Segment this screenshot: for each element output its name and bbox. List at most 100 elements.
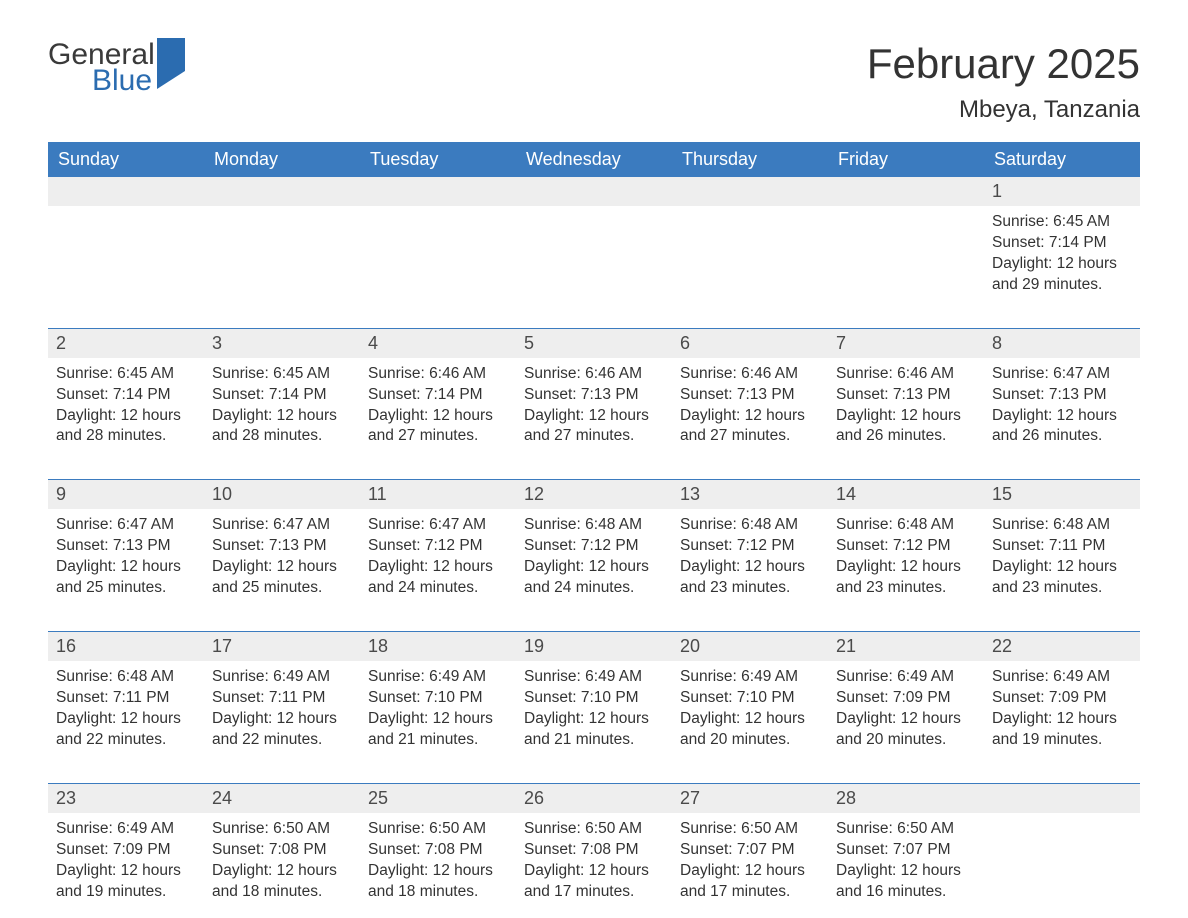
day-cell (204, 206, 360, 306)
day-cell: Sunrise: 6:49 AMSunset: 7:09 PMDaylight:… (828, 661, 984, 761)
daylight-text: Daylight: 12 hours and 25 minutes. (212, 557, 352, 599)
sunset-text: Sunset: 7:11 PM (212, 688, 352, 709)
sunset-text: Sunset: 7:07 PM (836, 840, 976, 861)
daylight-text: Daylight: 12 hours and 19 minutes. (56, 861, 196, 903)
sunrise-text: Sunrise: 6:50 AM (524, 819, 664, 840)
daylight-text: Daylight: 12 hours and 23 minutes. (836, 557, 976, 599)
day-number: 10 (204, 480, 360, 509)
sunrise-text: Sunrise: 6:48 AM (524, 515, 664, 536)
day-cell: Sunrise: 6:48 AMSunset: 7:11 PMDaylight:… (984, 509, 1140, 609)
day-cell: Sunrise: 6:50 AMSunset: 7:07 PMDaylight:… (828, 813, 984, 913)
daylight-text: Daylight: 12 hours and 16 minutes. (836, 861, 976, 903)
sunset-text: Sunset: 7:08 PM (368, 840, 508, 861)
location-label: Mbeya, Tanzania (867, 96, 1140, 124)
day-number: 18 (360, 632, 516, 661)
day-number: 2 (48, 329, 204, 358)
daylight-text: Daylight: 12 hours and 24 minutes. (368, 557, 508, 599)
day-cell: Sunrise: 6:49 AMSunset: 7:10 PMDaylight:… (672, 661, 828, 761)
day-number: 26 (516, 784, 672, 813)
day-cell: Sunrise: 6:50 AMSunset: 7:08 PMDaylight:… (204, 813, 360, 913)
sunrise-text: Sunrise: 6:46 AM (368, 364, 508, 385)
sunrise-text: Sunrise: 6:48 AM (680, 515, 820, 536)
day-cell: Sunrise: 6:47 AMSunset: 7:13 PMDaylight:… (48, 509, 204, 609)
day-cell: Sunrise: 6:48 AMSunset: 7:12 PMDaylight:… (516, 509, 672, 609)
day-cell: Sunrise: 6:45 AMSunset: 7:14 PMDaylight:… (204, 358, 360, 458)
sunrise-text: Sunrise: 6:45 AM (212, 364, 352, 385)
day-number: 3 (204, 329, 360, 358)
daylight-text: Daylight: 12 hours and 26 minutes. (992, 406, 1132, 448)
daylight-text: Daylight: 12 hours and 18 minutes. (368, 861, 508, 903)
day-number: 7 (828, 329, 984, 358)
day-cell: Sunrise: 6:48 AMSunset: 7:11 PMDaylight:… (48, 661, 204, 761)
sunset-text: Sunset: 7:14 PM (56, 385, 196, 406)
sunrise-text: Sunrise: 6:50 AM (212, 819, 352, 840)
daylight-text: Daylight: 12 hours and 28 minutes. (56, 406, 196, 448)
sunrise-text: Sunrise: 6:46 AM (680, 364, 820, 385)
day-cell: Sunrise: 6:47 AMSunset: 7:13 PMDaylight:… (984, 358, 1140, 458)
sunset-text: Sunset: 7:10 PM (524, 688, 664, 709)
day-cell (984, 813, 1140, 913)
day-number: 12 (516, 480, 672, 509)
day-cell: Sunrise: 6:47 AMSunset: 7:13 PMDaylight:… (204, 509, 360, 609)
day-number: 27 (672, 784, 828, 813)
daylight-text: Daylight: 12 hours and 25 minutes. (56, 557, 196, 599)
day-cell (672, 206, 828, 306)
weekday-header: Wednesday (516, 142, 672, 177)
day-number (516, 177, 672, 206)
sunset-text: Sunset: 7:11 PM (992, 536, 1132, 557)
day-cell: Sunrise: 6:48 AMSunset: 7:12 PMDaylight:… (828, 509, 984, 609)
sunset-text: Sunset: 7:12 PM (368, 536, 508, 557)
day-number: 8 (984, 329, 1140, 358)
sunrise-text: Sunrise: 6:49 AM (524, 667, 664, 688)
sunrise-text: Sunrise: 6:50 AM (368, 819, 508, 840)
day-number (672, 177, 828, 206)
day-cell: Sunrise: 6:45 AMSunset: 7:14 PMDaylight:… (984, 206, 1140, 306)
sunset-text: Sunset: 7:09 PM (56, 840, 196, 861)
day-number: 5 (516, 329, 672, 358)
daynum-strip: 16171819202122 (48, 632, 1140, 661)
day-cell: Sunrise: 6:49 AMSunset: 7:09 PMDaylight:… (984, 661, 1140, 761)
sunset-text: Sunset: 7:09 PM (836, 688, 976, 709)
weekday-header: Sunday (48, 142, 204, 177)
sunset-text: Sunset: 7:13 PM (680, 385, 820, 406)
daynum-strip: 9101112131415 (48, 480, 1140, 509)
day-cell: Sunrise: 6:49 AMSunset: 7:10 PMDaylight:… (516, 661, 672, 761)
day-number (984, 784, 1140, 813)
calendar-grid: Sunday Monday Tuesday Wednesday Thursday… (48, 142, 1140, 912)
day-number: 13 (672, 480, 828, 509)
daylight-text: Daylight: 12 hours and 24 minutes. (524, 557, 664, 599)
day-number (360, 177, 516, 206)
daylight-text: Daylight: 12 hours and 27 minutes. (368, 406, 508, 448)
sunset-text: Sunset: 7:14 PM (368, 385, 508, 406)
day-cell (516, 206, 672, 306)
daylight-text: Daylight: 12 hours and 17 minutes. (680, 861, 820, 903)
day-number: 20 (672, 632, 828, 661)
day-number (828, 177, 984, 206)
weekday-header: Tuesday (360, 142, 516, 177)
sunrise-text: Sunrise: 6:47 AM (992, 364, 1132, 385)
daylight-text: Daylight: 12 hours and 20 minutes. (680, 709, 820, 751)
week-row: 232425262728Sunrise: 6:49 AMSunset: 7:09… (48, 783, 1140, 913)
day-cell: Sunrise: 6:46 AMSunset: 7:14 PMDaylight:… (360, 358, 516, 458)
day-cell: Sunrise: 6:50 AMSunset: 7:08 PMDaylight:… (516, 813, 672, 913)
daylight-text: Daylight: 12 hours and 26 minutes. (836, 406, 976, 448)
daylight-text: Daylight: 12 hours and 18 minutes. (212, 861, 352, 903)
sunset-text: Sunset: 7:07 PM (680, 840, 820, 861)
week-row: 16171819202122Sunrise: 6:48 AMSunset: 7:… (48, 631, 1140, 761)
day-cell: Sunrise: 6:46 AMSunset: 7:13 PMDaylight:… (516, 358, 672, 458)
daylight-text: Daylight: 12 hours and 17 minutes. (524, 861, 664, 903)
day-number: 15 (984, 480, 1140, 509)
sunrise-text: Sunrise: 6:45 AM (56, 364, 196, 385)
day-number: 25 (360, 784, 516, 813)
daylight-text: Daylight: 12 hours and 22 minutes. (56, 709, 196, 751)
day-number: 17 (204, 632, 360, 661)
day-number: 14 (828, 480, 984, 509)
daynum-strip: 232425262728 (48, 784, 1140, 813)
day-cell: Sunrise: 6:45 AMSunset: 7:14 PMDaylight:… (48, 358, 204, 458)
day-cell (360, 206, 516, 306)
day-cell (828, 206, 984, 306)
day-number: 4 (360, 329, 516, 358)
sunset-text: Sunset: 7:12 PM (680, 536, 820, 557)
sunset-text: Sunset: 7:13 PM (836, 385, 976, 406)
sunrise-text: Sunrise: 6:46 AM (524, 364, 664, 385)
